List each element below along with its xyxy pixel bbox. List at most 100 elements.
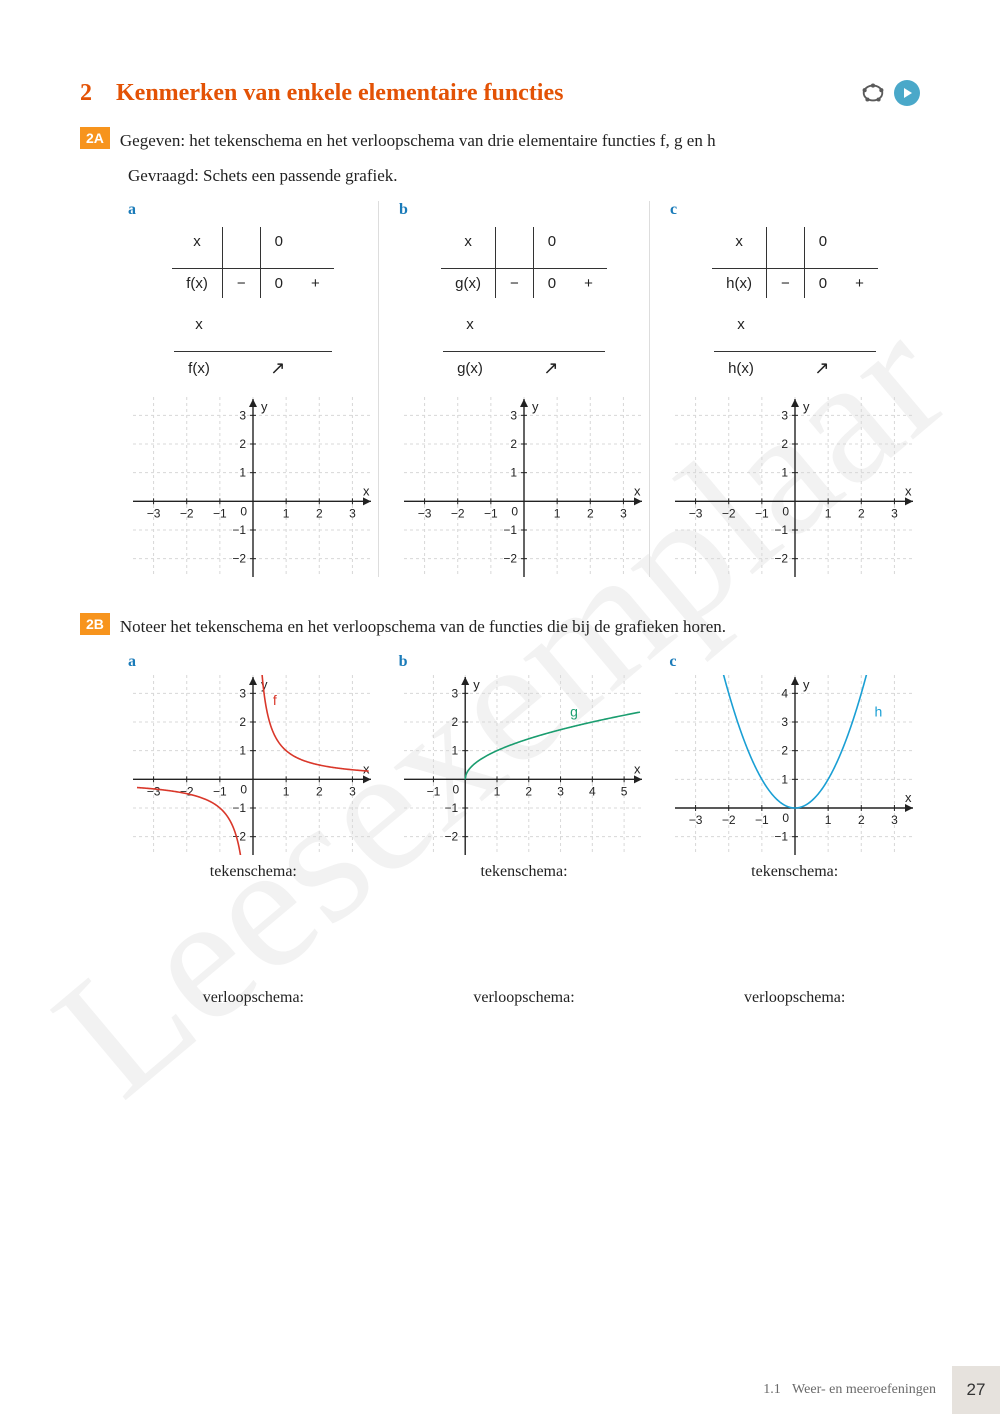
svg-text:3: 3: [510, 409, 517, 423]
svg-text:y: y: [803, 399, 810, 414]
svg-text:1: 1: [239, 466, 246, 480]
label-2B-a: a: [128, 653, 379, 671]
var-table-b: x g(x)↗: [443, 310, 605, 385]
svg-text:1: 1: [825, 507, 832, 521]
svg-text:−2: −2: [774, 552, 788, 566]
svg-text:−2: −2: [722, 813, 736, 827]
svg-text:x: x: [634, 484, 641, 499]
svg-text:3: 3: [620, 507, 627, 521]
svg-text:−1: −1: [503, 523, 517, 537]
svg-text:2: 2: [587, 507, 594, 521]
svg-text:3: 3: [891, 813, 898, 827]
svg-text:3: 3: [349, 507, 356, 521]
svg-text:y: y: [803, 677, 810, 692]
svg-text:−1: −1: [755, 507, 769, 521]
badge-2A: 2A: [80, 127, 110, 149]
label-2B-b: b: [399, 653, 650, 671]
svg-text:−2: −2: [180, 507, 194, 521]
svg-text:−2: −2: [180, 784, 194, 798]
footer: 1.1 Weer- en meeroefeningen 27: [763, 1366, 1000, 1414]
footer-page-number: 27: [952, 1366, 1000, 1414]
svg-text:0: 0: [511, 505, 518, 519]
ex2A-asked: Gevraagd: Schets een passende grafiek.: [128, 162, 920, 189]
footer-section-title: Weer- en meeroefeningen: [792, 1382, 936, 1397]
svg-text:−1: −1: [755, 813, 769, 827]
caption-verloop-b: verloopschema:: [399, 989, 650, 1007]
svg-text:3: 3: [557, 784, 564, 798]
svg-text:3: 3: [781, 715, 788, 729]
chart-2B-a: −3−2−1123−2−11230xyf: [133, 675, 373, 855]
svg-text:1: 1: [781, 466, 788, 480]
section-title-text: Kenmerken van enkele elementaire functie…: [116, 80, 563, 106]
svg-text:y: y: [532, 399, 539, 414]
svg-text:4: 4: [781, 686, 788, 700]
svg-text:−1: −1: [427, 784, 441, 798]
sign-table-a: x0 f(x)−0+: [172, 227, 334, 298]
svg-text:2: 2: [239, 437, 246, 451]
svg-text:4: 4: [589, 784, 596, 798]
ex2A-given: Gegeven: het tekenschema en het verloops…: [120, 127, 716, 154]
svg-text:h: h: [874, 703, 882, 719]
svg-text:−1: −1: [232, 523, 246, 537]
svg-text:5: 5: [621, 784, 628, 798]
caption-teken-a: tekenschema:: [128, 863, 379, 881]
svg-text:1: 1: [240, 743, 247, 757]
chart-2A-a: −3−2−1123−2−11230xy: [133, 397, 373, 577]
svg-text:−1: −1: [774, 829, 788, 843]
svg-text:0: 0: [453, 782, 460, 796]
section-number: 2: [80, 80, 92, 106]
geogebra-icon[interactable]: [860, 80, 886, 106]
svg-text:−2: −2: [232, 552, 246, 566]
svg-text:2: 2: [316, 784, 323, 798]
svg-text:3: 3: [239, 409, 246, 423]
svg-text:g: g: [570, 703, 578, 719]
svg-text:1: 1: [510, 466, 517, 480]
svg-text:2: 2: [525, 784, 532, 798]
svg-text:2: 2: [781, 743, 788, 757]
svg-text:y: y: [261, 399, 268, 414]
play-icon[interactable]: [894, 80, 920, 106]
svg-text:1: 1: [554, 507, 561, 521]
svg-text:−3: −3: [147, 507, 161, 521]
svg-text:2: 2: [316, 507, 323, 521]
footer-section-num: 1.1: [763, 1382, 781, 1397]
svg-text:y: y: [473, 677, 480, 692]
svg-text:x: x: [905, 484, 912, 499]
svg-text:x: x: [363, 761, 370, 776]
ex2A-columns: a x0 f(x)−0+ x f(x)↗ −3 −2 −1 1 2 3 −2 −1 1 2 3 0 x y…: [128, 201, 920, 577]
svg-text:1: 1: [781, 772, 788, 786]
svg-text:0: 0: [241, 782, 248, 796]
svg-text:1: 1: [283, 784, 290, 798]
svg-text:−3: −3: [418, 507, 432, 521]
svg-text:2: 2: [452, 715, 459, 729]
label-a: a: [128, 201, 378, 219]
svg-text:2: 2: [858, 507, 865, 521]
svg-text:1: 1: [283, 507, 290, 521]
svg-text:−1: −1: [484, 507, 498, 521]
svg-text:−2: −2: [503, 552, 517, 566]
badge-2B: 2B: [80, 613, 110, 635]
svg-text:−3: −3: [688, 813, 702, 827]
var-table-a: x f(x)↗: [174, 310, 332, 385]
svg-text:2: 2: [781, 437, 788, 451]
svg-text:−2: −2: [445, 829, 459, 843]
svg-text:−3: −3: [147, 784, 161, 798]
svg-text:3: 3: [891, 507, 898, 521]
label-b: b: [399, 201, 649, 219]
svg-text:−1: −1: [213, 507, 227, 521]
chart-2A-b: −3−2−1123−2−11230xy: [404, 397, 644, 577]
svg-text:1: 1: [494, 784, 501, 798]
svg-text:3: 3: [349, 784, 356, 798]
svg-text:−2: −2: [722, 507, 736, 521]
svg-text:x: x: [363, 484, 370, 499]
svg-text:3: 3: [240, 686, 247, 700]
ex2B-text: Noteer het tekenschema en het verloopsch…: [120, 613, 726, 640]
svg-text:f: f: [273, 691, 277, 707]
caption-verloop-a: verloopschema:: [128, 989, 379, 1007]
sign-table-c: x0 h(x)−0+: [712, 227, 878, 298]
svg-text:3: 3: [781, 409, 788, 423]
svg-text:−1: −1: [213, 784, 227, 798]
svg-text:x: x: [634, 761, 641, 776]
svg-text:1: 1: [452, 743, 459, 757]
svg-text:−1: −1: [445, 801, 459, 815]
